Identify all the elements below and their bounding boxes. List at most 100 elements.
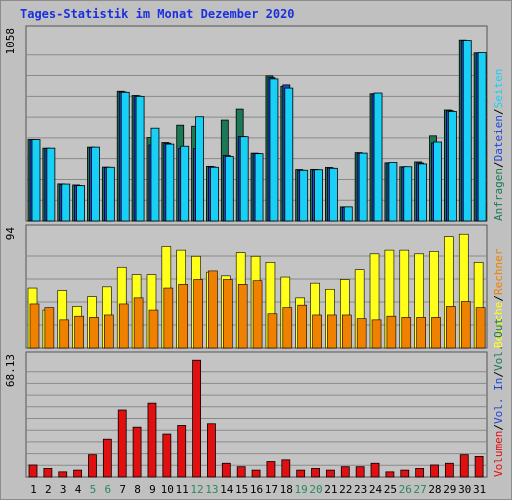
bar-seiten-day-3 (61, 183, 71, 222)
x-tick-label-1: 1 (30, 483, 37, 496)
bar-seiten-day-11 (180, 145, 190, 222)
x-tick-label-2: 2 (45, 483, 52, 496)
bar-volumen-day-12 (192, 359, 201, 478)
bar-volumen-day-17 (266, 461, 276, 478)
legend-item-dateien: Dateien (492, 115, 505, 161)
bar-volumen-day-8 (132, 426, 142, 478)
x-tick-label-21: 21 (324, 483, 337, 496)
bar-seiten-day-21 (329, 167, 338, 222)
legend-item-volumen: Volumen (492, 431, 505, 477)
bar-rechner-day-11 (178, 284, 189, 349)
bar-rechner-day-19 (297, 304, 307, 349)
bar-seiten-day-28 (433, 141, 442, 222)
bar-seiten-day-31 (477, 52, 487, 222)
bar-seiten-day-27 (418, 163, 428, 222)
x-tick-label-20: 20 (309, 483, 322, 496)
bar-seiten-day-29 (447, 111, 457, 222)
bar-rechner-day-24 (371, 319, 382, 349)
bar-volumen-day-23 (355, 466, 365, 478)
x-tick-label-4: 4 (75, 483, 82, 496)
bar-volumen-day-13 (207, 423, 216, 478)
bar-seiten-day-22 (343, 206, 353, 222)
bar-volumen-day-16 (251, 469, 261, 478)
bar-rechner-day-21 (327, 314, 337, 349)
bar-seiten-day-30 (462, 40, 472, 222)
legend-separator: / (492, 371, 505, 378)
bar-seiten-day-5 (91, 146, 100, 222)
bar-seiten-day-25 (388, 162, 398, 222)
bar-volumen-day-18 (281, 459, 291, 478)
bar-rechner-day-17 (267, 313, 278, 349)
bar-seiten-day-2 (46, 147, 56, 222)
bar-seiten-day-7 (120, 91, 130, 222)
bar-rechner-day-30 (460, 301, 471, 349)
bar-seiten-day-13 (210, 166, 219, 222)
bar-seiten-day-24 (373, 92, 383, 222)
legend-item-besuche: Besuche (492, 302, 505, 348)
legend-bottom: Volumen/Vol. In/Vol. Out (492, 318, 505, 477)
bar-rechner-day-29 (446, 306, 456, 349)
bar-volumen-day-27 (415, 468, 425, 478)
bar-rechner-day-16 (252, 280, 263, 349)
y-max-label: 94 (4, 227, 17, 241)
legend-item-rechner: Rechner (492, 248, 505, 295)
x-tick-label-23: 23 (354, 483, 367, 496)
x-tick-label-25: 25 (384, 483, 397, 496)
bar-seiten-day-12 (195, 116, 204, 222)
bar-seiten-day-4 (76, 185, 86, 222)
bar-volumen-day-30 (459, 454, 469, 478)
y-max-label: 1058 (4, 28, 17, 55)
bar-seiten-day-26 (403, 166, 413, 222)
bar-rechner-day-3 (59, 319, 70, 349)
bar-rechner-day-9 (148, 309, 159, 349)
bar-volumen-day-5 (88, 454, 97, 478)
bar-rechner-day-25 (386, 315, 397, 349)
legend-item-anfragen: Anfragen (492, 168, 505, 221)
bar-volumen-day-9 (147, 402, 157, 478)
bar-rechner-day-13 (208, 270, 218, 349)
x-tick-label-24: 24 (369, 483, 383, 496)
bar-rechner-day-1 (29, 303, 40, 349)
bar-seiten-day-15 (239, 136, 249, 222)
bar-volumen-day-2 (43, 468, 53, 478)
bar-seiten-day-20 (314, 169, 323, 222)
x-tick-label-10: 10 (161, 483, 174, 496)
bar-rechner-day-6 (104, 314, 114, 349)
x-tick-label-27: 27 (413, 483, 426, 496)
bar-rechner-day-15 (237, 284, 248, 349)
x-tick-label-6: 6 (104, 483, 111, 496)
bar-rechner-day-2 (44, 307, 55, 349)
bar-volumen-day-14 (221, 462, 231, 478)
legend-item-vol-in: Vol. In (492, 378, 505, 424)
legend-top: Anfragen/Dateien/Seiten (492, 69, 505, 221)
x-tick-label-29: 29 (443, 483, 456, 496)
bar-volumen-day-25 (385, 471, 395, 478)
bar-volumen-day-1 (28, 464, 38, 478)
bar-seiten-day-19 (299, 169, 309, 222)
bar-seiten-day-23 (358, 152, 368, 222)
bar-volumen-day-19 (296, 469, 306, 478)
bar-seiten-day-18 (284, 87, 294, 222)
bar-seiten-day-9 (150, 127, 160, 222)
bar-rechner-day-18 (282, 307, 293, 349)
x-tick-label-28: 28 (428, 483, 441, 496)
bar-rechner-day-20 (312, 314, 322, 349)
x-tick-label-11: 11 (176, 483, 189, 496)
bar-volumen-day-7 (117, 409, 127, 478)
legend-item-seiten: Seiten (492, 69, 505, 109)
x-tick-label-22: 22 (339, 483, 352, 496)
bar-rechner-day-27 (416, 317, 426, 349)
bar-seiten-day-17 (269, 78, 279, 222)
bar-rechner-day-5 (89, 317, 99, 349)
x-tick-label-14: 14 (220, 483, 234, 496)
bar-volumen-day-3 (58, 471, 68, 478)
bar-rechner-day-10 (163, 287, 174, 349)
x-tick-label-9: 9 (149, 483, 156, 496)
x-tick-label-15: 15 (235, 483, 248, 496)
bar-rechner-day-31 (475, 307, 486, 349)
bar-rechner-day-28 (431, 317, 441, 349)
bar-volumen-day-28 (430, 464, 439, 478)
x-tick-label-31: 31 (473, 483, 486, 496)
x-tick-label-16: 16 (250, 483, 263, 496)
